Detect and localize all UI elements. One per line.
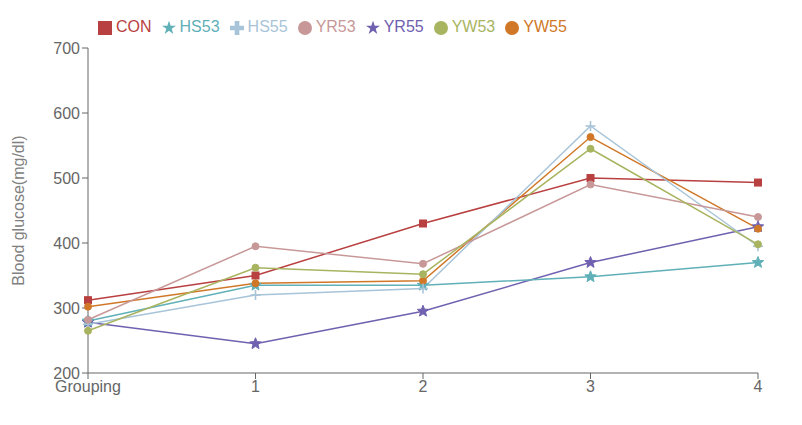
html-text:YR55: YR55 — [383, 18, 424, 35]
html-text:HS55: HS55 — [247, 18, 288, 35]
svg-text:700: 700 — [53, 40, 80, 57]
svg-text:500: 500 — [53, 170, 80, 187]
svg-text:400: 400 — [53, 235, 80, 252]
svg-text:2: 2 — [419, 378, 428, 395]
svg-text:Blood glucose(mg/dl): Blood glucose(mg/dl) — [10, 135, 27, 285]
svg-text:Grouping: Grouping — [55, 378, 121, 396]
html-text:YR53: YR53 — [315, 18, 356, 35]
svg-text:300: 300 — [53, 300, 80, 317]
html-text:YW55: YW55 — [523, 18, 567, 35]
html-text:CON: CON — [116, 18, 152, 35]
svg-text:4: 4 — [754, 378, 763, 395]
svg-text:600: 600 — [53, 105, 80, 122]
svg-text:1: 1 — [251, 378, 260, 395]
html-text:YW53: YW53 — [451, 18, 496, 35]
html-text:HS53: HS53 — [179, 18, 220, 35]
svg-text:3: 3 — [586, 378, 595, 395]
svg-text:200: 200 — [53, 365, 80, 382]
